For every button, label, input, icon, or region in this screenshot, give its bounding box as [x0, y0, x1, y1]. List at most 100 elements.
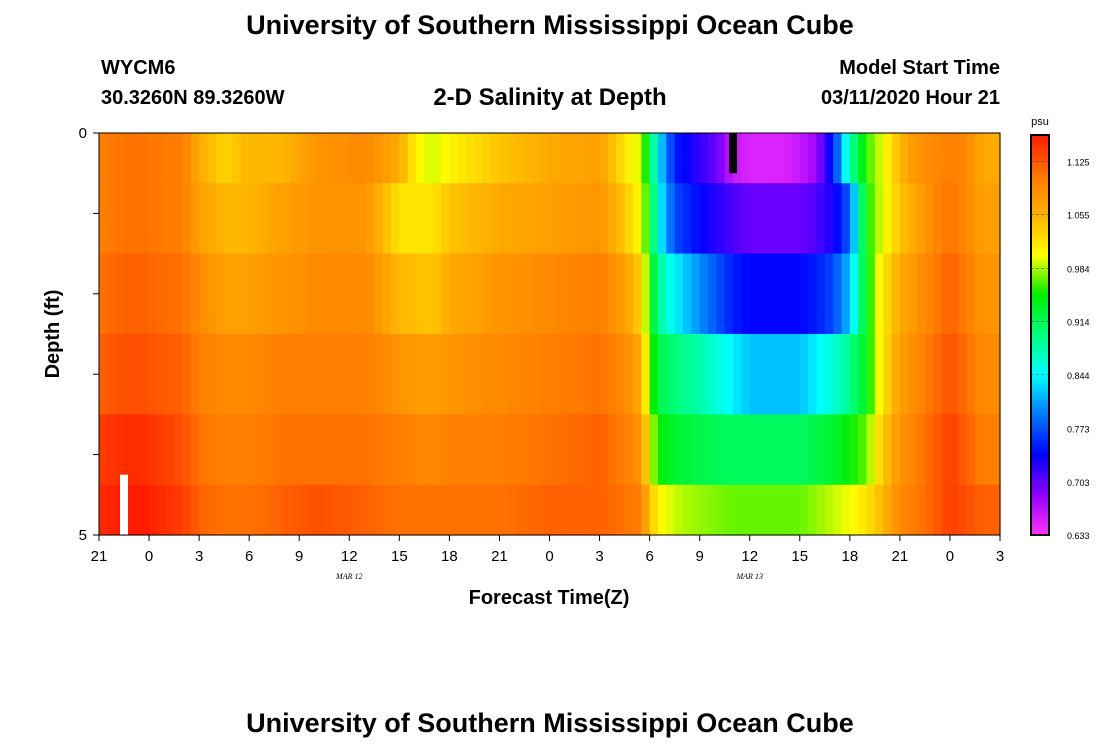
heat-cell [165, 484, 175, 536]
heat-cell [841, 334, 851, 415]
heat-cell [908, 133, 918, 184]
heat-cell [849, 133, 859, 184]
heat-cell [816, 183, 826, 255]
heat-cell [516, 183, 526, 255]
heat-cell [883, 183, 893, 255]
heat-cell [958, 334, 968, 415]
heat-cell [374, 414, 384, 486]
heat-cell [532, 414, 542, 486]
heat-cell [808, 183, 818, 255]
heat-cell [532, 253, 542, 335]
heat-cell [924, 334, 934, 415]
heat-cell [207, 183, 217, 255]
heat-cell [524, 183, 534, 255]
heat-cell [290, 133, 300, 184]
heat-cell [290, 183, 300, 255]
chart-subtitle: 2-D Salinity at Depth [433, 84, 667, 111]
heat-cell [524, 334, 534, 415]
heat-cell [157, 484, 167, 536]
heat-cell [240, 183, 250, 255]
heat-cell [783, 484, 793, 536]
heat-cell [774, 183, 784, 255]
heat-cell [657, 484, 667, 536]
heat-cell [949, 253, 959, 335]
heat-cell [866, 253, 876, 335]
heat-cell [265, 133, 275, 184]
heat-cell [741, 334, 751, 415]
heat-cell [616, 133, 626, 184]
heat-cell [274, 484, 284, 536]
heat-cell [657, 334, 667, 415]
heat-cell [766, 334, 776, 415]
heat-cell [791, 414, 801, 486]
heat-cell [332, 484, 342, 536]
heat-cell [716, 414, 726, 486]
heat-cell [874, 334, 884, 415]
heat-cell [691, 183, 701, 255]
heat-cell [974, 484, 984, 536]
heat-cell [249, 334, 259, 415]
heat-cell [899, 133, 909, 184]
heat-cell [699, 484, 709, 536]
heat-cell [649, 414, 659, 486]
heat-cell [174, 253, 184, 335]
heat-cell [324, 334, 334, 415]
heat-cell [407, 253, 417, 335]
heat-cell [616, 414, 626, 486]
colorbar-tick-label: 0.984 [1067, 265, 1090, 275]
heat-cell [232, 133, 242, 184]
heat-cell [224, 253, 234, 335]
heat-cell [257, 334, 267, 415]
heat-cell [874, 484, 884, 536]
heat-cell [791, 484, 801, 536]
heat-cell [774, 484, 784, 536]
heat-cell [424, 334, 434, 415]
heat-cell [507, 183, 517, 255]
heat-cell [357, 183, 367, 255]
heat-cell [816, 484, 826, 536]
heat-cell [332, 133, 342, 184]
heat-cell [332, 334, 342, 415]
colorbar: psu 0.633 0.703 0.773 0.844 0.914 0.984 1.055 1.… [1030, 116, 1090, 541]
heat-cell [299, 133, 309, 184]
heat-cell [349, 133, 359, 184]
heat-cell [449, 484, 459, 536]
heat-cell [157, 414, 167, 486]
y-tick-label: 5 [79, 527, 87, 544]
heat-cell [290, 414, 300, 486]
footer-title: University of Southern Mississippi Ocean… [246, 708, 854, 738]
heat-cell [941, 253, 951, 335]
heat-cell [649, 484, 659, 536]
date-label: MAR 13 [736, 572, 763, 581]
heat-cell [199, 183, 209, 255]
heat-cell [699, 253, 709, 335]
heat-cell [924, 133, 934, 184]
heat-cell [766, 484, 776, 536]
heat-cell [549, 183, 559, 255]
heat-cell [616, 334, 626, 415]
heat-cell [115, 253, 125, 335]
heat-cell [682, 183, 692, 255]
heat-cell [282, 334, 292, 415]
heat-cell [374, 253, 384, 335]
heat-cell [432, 133, 442, 184]
heat-cell [499, 253, 509, 335]
heat-cell [149, 414, 158, 486]
heat-cell [899, 183, 909, 255]
heat-cell [916, 334, 926, 415]
heat-cell [991, 133, 1001, 184]
heat-cell [824, 414, 834, 486]
heat-cell [432, 183, 442, 255]
heat-cell [107, 183, 117, 255]
heat-cell [182, 334, 192, 415]
heat-cell [607, 414, 617, 486]
heat-cell [949, 414, 959, 486]
heat-cell [841, 183, 851, 255]
heat-cell [816, 253, 826, 335]
heat-cell [324, 414, 334, 486]
model-start-value: 03/11/2020 Hour 21 [820, 87, 1000, 109]
heat-cell [749, 133, 759, 184]
heat-cell [958, 414, 968, 486]
heat-cell [207, 484, 217, 536]
heat-cell [599, 484, 609, 536]
